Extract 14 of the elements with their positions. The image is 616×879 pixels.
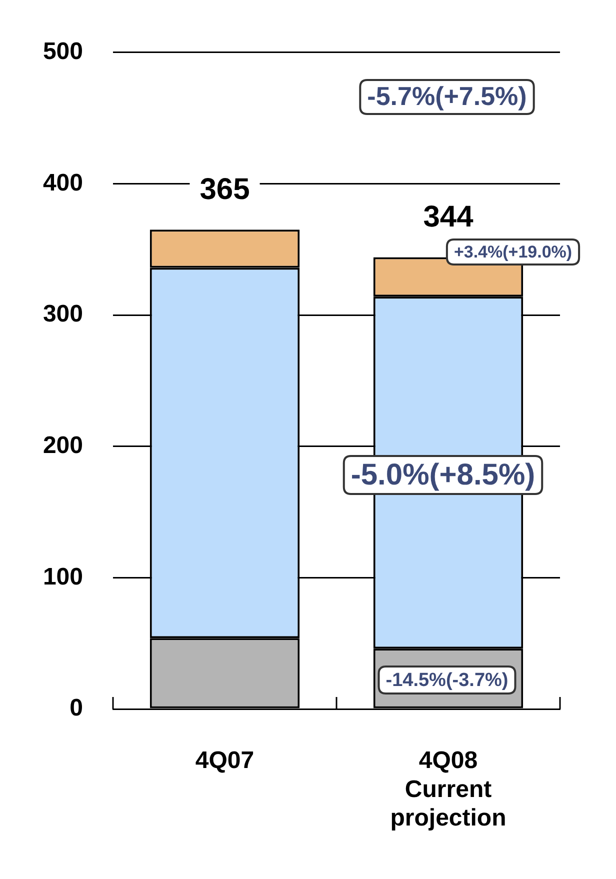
y-tick-label: 100 [42, 563, 83, 590]
total-label: 365 [200, 172, 250, 206]
annotation: -14.5%(-3.7%) [386, 670, 508, 692]
annotation: -5.7%(+7.5%) [367, 81, 527, 112]
y-tick-label: 0 [70, 694, 83, 722]
y-tick-label: 500 [42, 38, 83, 66]
x-tick-label: 4Q08 Current projection [390, 747, 506, 832]
y-tick-label: 200 [42, 432, 83, 459]
annotation: +3.4%(+19.0%) [454, 242, 572, 262]
total-label: 344 [423, 200, 474, 234]
x-tick-label: 4Q07 [195, 747, 254, 774]
y-tick-label: 300 [42, 300, 83, 328]
y-tick-label: 400 [42, 169, 83, 196]
annotation: -5.0%(+8.5%) [350, 458, 536, 492]
